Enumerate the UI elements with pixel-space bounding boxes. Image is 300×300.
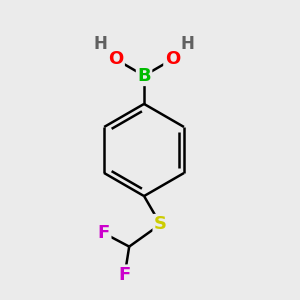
Text: B: B [137,67,151,85]
Text: F: F [98,224,110,242]
Text: S: S [154,215,167,233]
Text: H: H [93,35,107,53]
Text: O: O [165,50,180,68]
Text: F: F [118,266,131,284]
Text: H: H [181,35,195,53]
Text: O: O [108,50,123,68]
